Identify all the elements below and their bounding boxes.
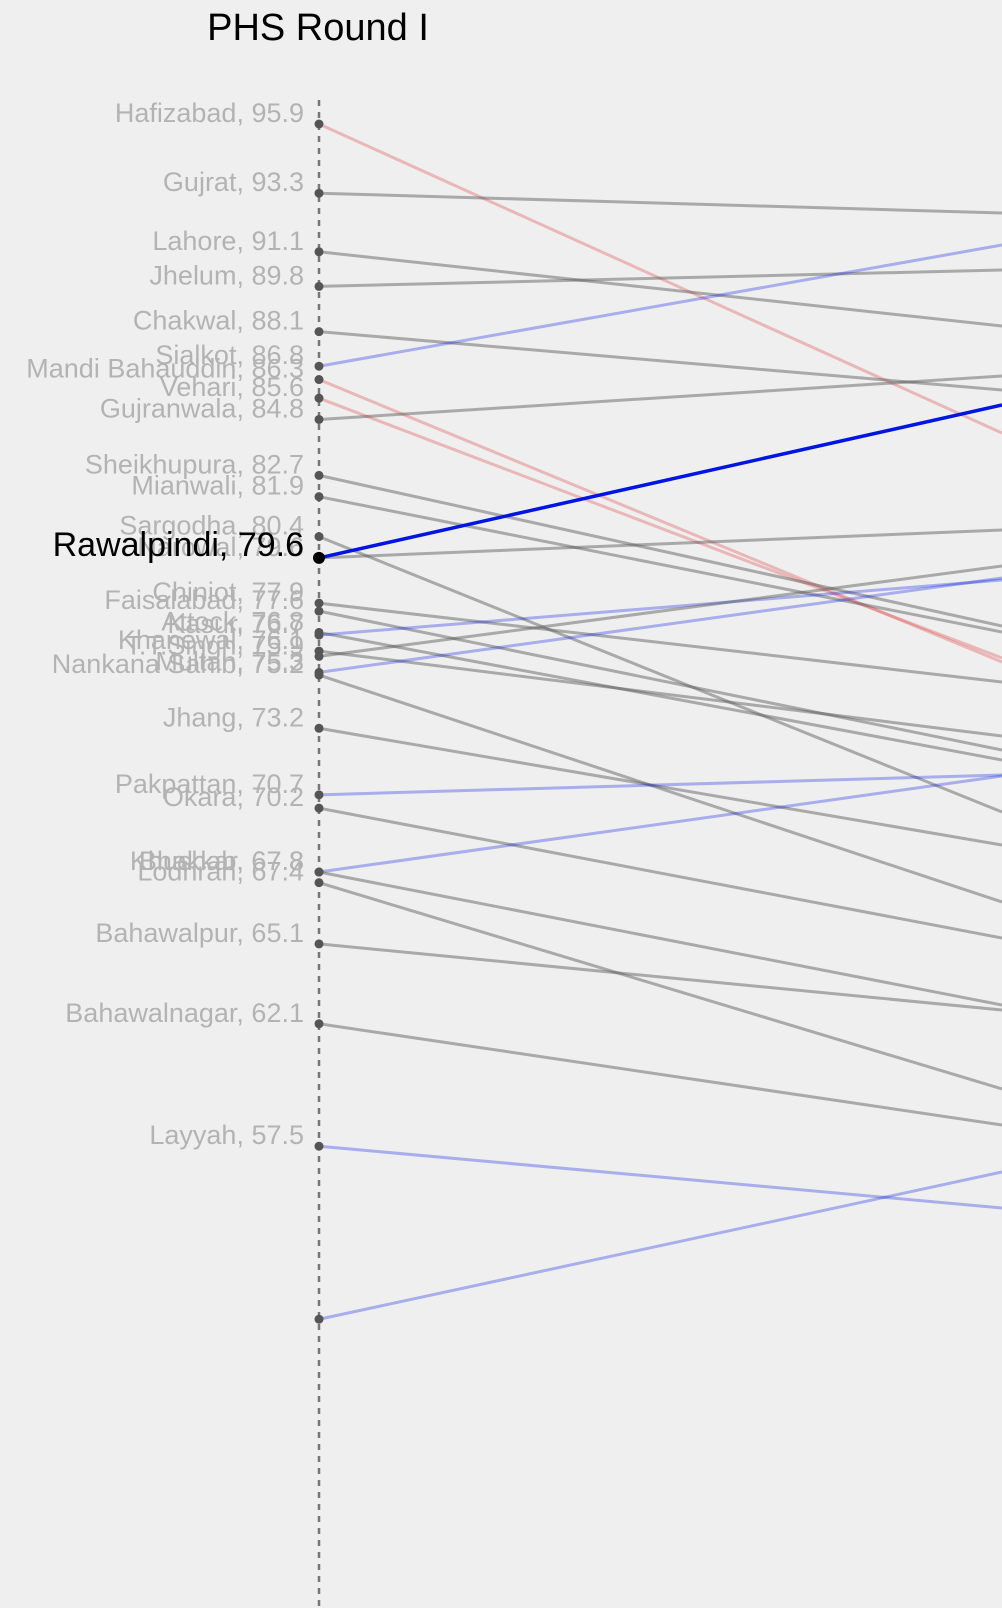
dot-okara	[314, 803, 324, 813]
line-kasur	[318, 578, 1002, 637]
line-mianwali	[318, 495, 1002, 634]
district-dots	[313, 119, 325, 1324]
dot-gujrat	[314, 188, 324, 198]
chart-title: PHS Round I	[207, 7, 429, 49]
dot-rajanpur	[314, 1314, 324, 1324]
dot-lodhran	[314, 878, 324, 888]
label-sialkot: Sialkot, 86.8	[155, 340, 304, 370]
dot-mianwali	[314, 492, 324, 502]
label-pakpattan: Pakpattan, 70.7	[115, 769, 304, 799]
label-faisalabad: Faisalabad, 77.6	[104, 585, 304, 615]
label-sargodha: Sargodha, 80.4	[119, 511, 304, 541]
label-okara: Okara, 70.2	[163, 782, 304, 812]
label-mandi-bahauddin: Mandi Bahauddin, 86.3	[26, 354, 304, 384]
line-rajanpur	[318, 1170, 1002, 1321]
district-labels: Hafizabad, 95.9 Gujrat, 93.3 Lahore, 91.1 J…	[26, 98, 304, 1150]
dot-jhelum	[314, 281, 324, 291]
label-gujrat: Gujrat, 93.3	[163, 167, 304, 197]
line-vehari	[318, 396, 1002, 660]
line-khanewal	[318, 649, 1002, 738]
line-multan	[318, 576, 1002, 674]
label-jhelum: Jhelum, 89.8	[149, 260, 304, 290]
label-bahawalnagar: Bahawalnagar, 62.1	[65, 998, 304, 1028]
line-narowal	[318, 528, 1002, 560]
line-faisalabad	[318, 609, 1002, 752]
dot-chakwal	[314, 327, 324, 337]
label-multan: Multan, 75.3	[155, 646, 304, 676]
label-bahawalpur: Bahawalpur, 65.1	[95, 918, 304, 948]
line-attock	[318, 630, 1002, 762]
line-chakwal	[318, 330, 1002, 392]
slope-lines	[318, 122, 1002, 1321]
dot-faisalabad	[314, 606, 324, 616]
dot-bahawalnagar	[314, 1019, 324, 1029]
label-jhang: Jhang, 73.2	[163, 702, 304, 732]
dot-jhang	[314, 723, 324, 733]
line-gujrat	[318, 191, 1002, 215]
line-bhakkar	[318, 870, 1002, 1007]
line-jhang	[318, 726, 1002, 847]
label-bhakkar: Bhakkar, 67.8	[139, 846, 304, 876]
line-hafizabad	[318, 122, 1002, 435]
line-rawalpindi	[318, 403, 1002, 560]
line-lahore	[318, 250, 1002, 328]
line-jhelum	[318, 268, 1002, 288]
label-t-t-singh: T.T.Singh, 75.9	[125, 630, 304, 660]
line-khushab	[318, 774, 1002, 874]
line-pakpattan	[318, 773, 1002, 797]
line-nankana-sahib	[318, 673, 1002, 904]
line-layyah	[318, 1144, 1002, 1210]
label-gujranwala: Gujranwala, 84.8	[100, 393, 304, 423]
dot-nankana-sahib	[314, 670, 324, 680]
dot-sheikhupura	[314, 470, 324, 480]
label-narowal: Narowal, 79.6	[137, 532, 304, 562]
line-bahawalnagar	[318, 1022, 1002, 1127]
dot-chiniot	[314, 598, 324, 608]
label-lodhran: Lodhran, 67.4	[137, 857, 304, 887]
label-layyah: Layyah, 57.5	[149, 1120, 304, 1150]
line-mandi-bahauddin	[318, 378, 1002, 664]
dot-hafizabad	[314, 119, 324, 129]
dot-bhakkar	[314, 867, 324, 877]
label-chakwal: Chakwal, 88.1	[133, 306, 304, 336]
line-chiniot	[318, 601, 1002, 684]
line-sheikhupura	[318, 473, 1002, 628]
dot-gujranwala	[314, 414, 324, 424]
dot-bahawalpur	[314, 939, 324, 949]
dot-sialkot	[314, 361, 324, 371]
line-sialkot	[318, 243, 1002, 368]
line-bahawalpur	[318, 942, 1002, 1012]
line-sargodha	[318, 535, 1002, 814]
label-mianwali: Mianwali, 81.9	[131, 471, 304, 501]
label-kasur: Kasur, 76.7	[167, 609, 304, 639]
line-lodhran	[318, 881, 1002, 1091]
dot-t-t-singh	[314, 651, 324, 661]
label-hafizabad: Hafizabad, 95.9	[115, 98, 304, 128]
label-chiniot: Chiniot, 77.9	[152, 577, 304, 607]
dot-pakpattan	[314, 790, 324, 800]
label-attock: Attock, 76.8	[161, 606, 304, 636]
dot-rawalpindi	[313, 551, 325, 564]
label-vehari: Vehari, 85.6	[160, 372, 304, 402]
dot-kasur	[314, 630, 324, 640]
label-nankana-sahib: Nankana Sahib, 75.2	[52, 649, 304, 679]
label-khushab: Khushab, 67.8	[130, 846, 304, 876]
line-okara	[318, 806, 1002, 940]
dot-layyah	[314, 1141, 324, 1151]
dot-mandi-bahauddin	[314, 375, 324, 385]
dot-lahore	[314, 247, 324, 257]
dot-sargodha	[314, 532, 324, 542]
label-rawalpindi: Rawalpindi, 79.6	[53, 526, 304, 564]
label-sheikhupura: Sheikhupura, 82.7	[85, 449, 304, 479]
line-t-t-singh	[318, 564, 1002, 658]
label-khanewal: Khanewal, 76.1	[118, 625, 304, 655]
label-lahore: Lahore, 91.1	[152, 226, 304, 256]
line-gujranwala	[318, 374, 1002, 421]
dot-vehari	[314, 393, 324, 403]
